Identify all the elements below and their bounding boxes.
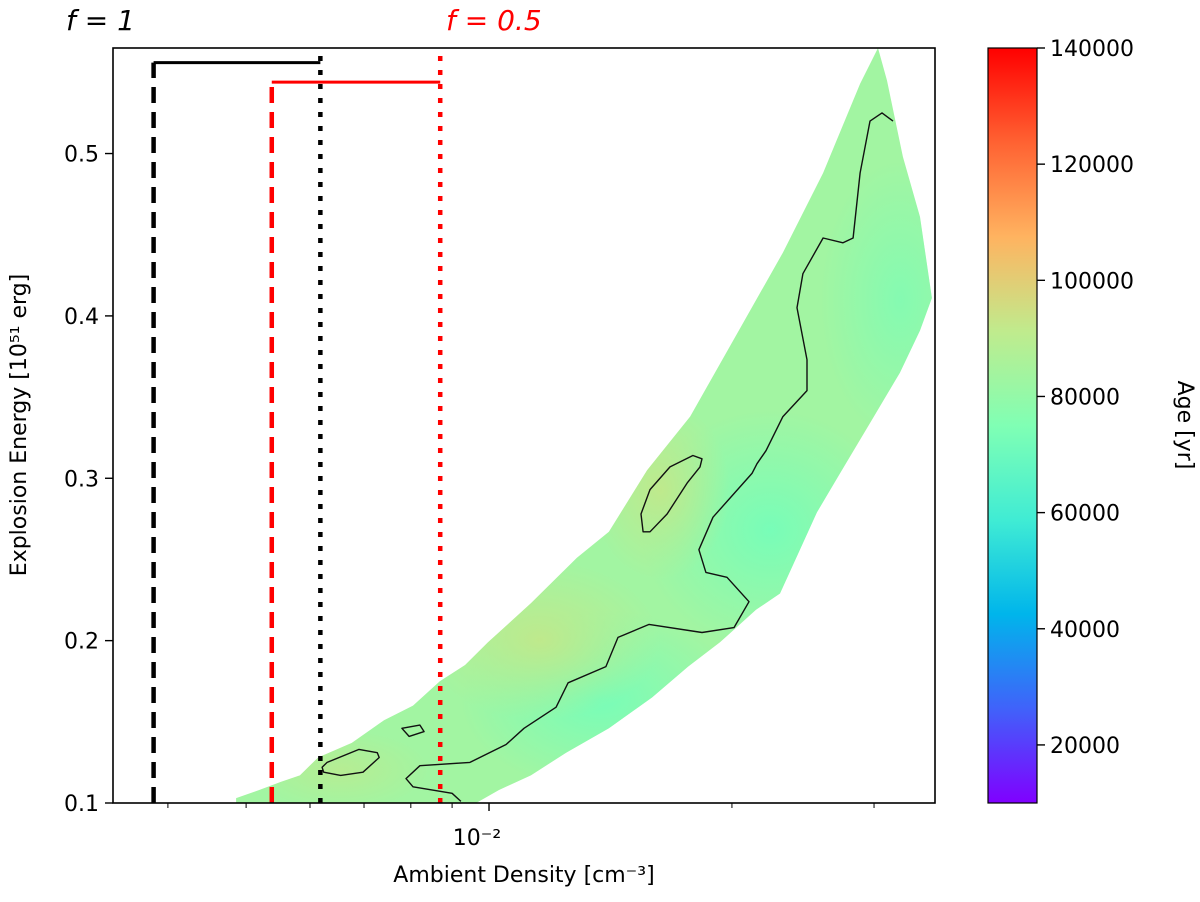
x-axis: 10⁻² — [167, 803, 875, 851]
contour-line — [401, 724, 425, 738]
y-axis: 0.1 0.2 0.3 0.4 0.5 — [64, 143, 113, 817]
colorbar-tick-label: 120000 — [1050, 153, 1134, 178]
colorbar-tick-label: 100000 — [1050, 269, 1134, 294]
colorbar-tick-label: 140000 — [1050, 37, 1134, 62]
contour-lines — [321, 112, 894, 802]
colorbar-label: Age [yr] — [1172, 381, 1197, 470]
y-tick-label: 0.1 — [64, 792, 99, 817]
x-axis-label: Ambient Density [cm⁻³] — [393, 863, 654, 888]
heatmap-region — [236, 48, 932, 803]
colorbar — [987, 47, 1038, 804]
plot-frame — [112, 47, 936, 804]
title-f05: f = 0.5 — [446, 4, 542, 37]
contour-line — [640, 454, 703, 533]
colorbar-tick-label: 80000 — [1050, 385, 1120, 410]
contour-line — [405, 112, 894, 802]
y-tick-label: 0.4 — [64, 305, 99, 330]
colorbar-tick-label: 60000 — [1050, 502, 1120, 527]
x-tick-label: 10⁻² — [453, 826, 501, 851]
contour-line — [321, 748, 380, 777]
colorbar-ticks: 20000 40000 60000 80000 100000 120000 140000 — [1037, 37, 1134, 759]
y-axis-label: Explosion Energy [10⁵¹ erg] — [7, 274, 32, 576]
title-f1: f = 1 — [66, 4, 135, 37]
range-markers — [151, 51, 443, 803]
y-tick-label: 0.5 — [64, 143, 99, 168]
y-tick-label: 0.3 — [64, 467, 99, 492]
colorbar-tick-label: 20000 — [1050, 734, 1120, 759]
colorbar-tick-label: 40000 — [1050, 618, 1120, 643]
y-tick-label: 0.2 — [64, 630, 99, 655]
